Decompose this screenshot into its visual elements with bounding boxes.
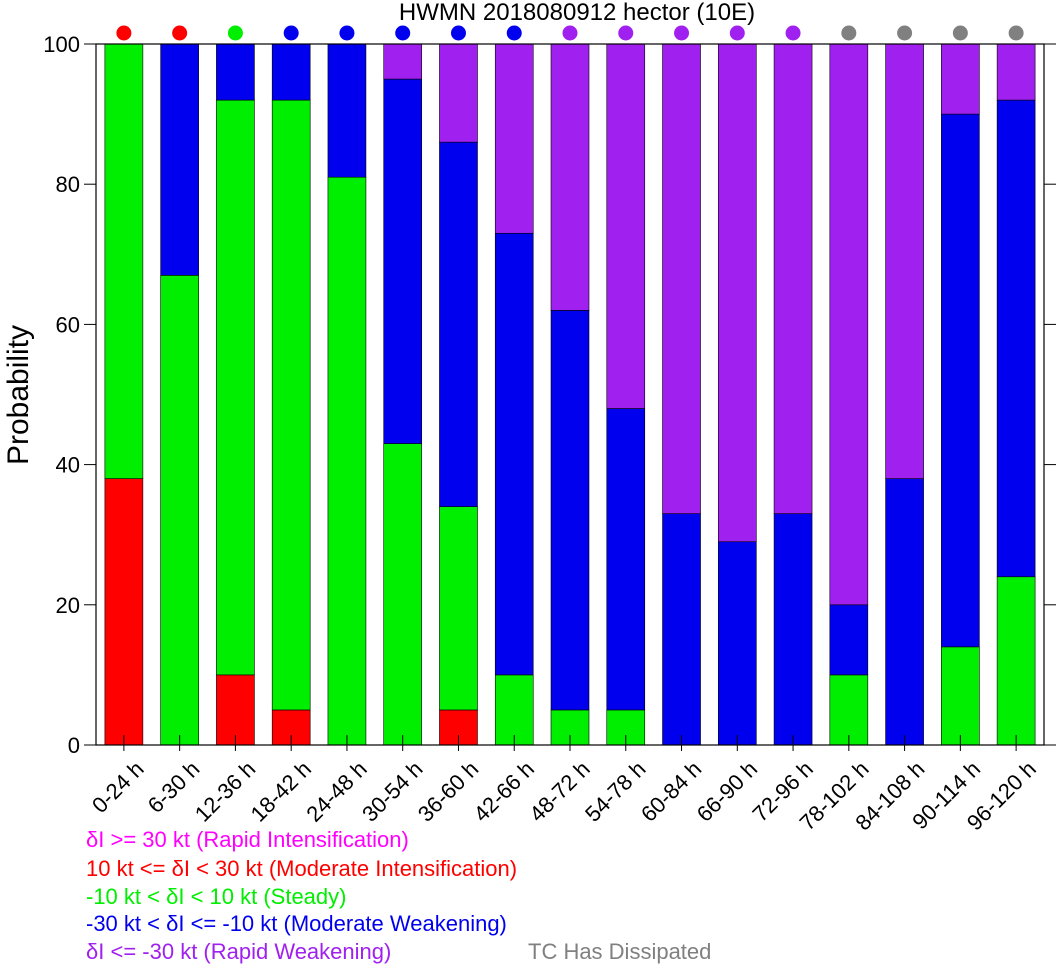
bar-segment-steady [327, 176, 367, 746]
bar-segment-steady [439, 506, 478, 711]
legend-rapid-weakening: δI <= -30 kt (Rapid Weakening) [86, 939, 392, 964]
category-marker-dot [283, 25, 299, 41]
category-marker-dot [339, 25, 355, 41]
category-marker-dot [729, 25, 745, 41]
x-tick-label: 54-78 h [580, 756, 650, 826]
x-tick-label: 0-24 h [87, 756, 149, 818]
bar-segment-moderate-weakening [216, 43, 255, 101]
y-tick-label: 0 [68, 733, 80, 758]
legend-rapid-intensification: δI >= 30 kt (Rapid Intensification) [86, 827, 409, 852]
bar-segment-moderate-weakening [941, 113, 980, 648]
bar-segment-moderate-weakening [383, 78, 423, 444]
bar-segment-rapid-weakening [885, 43, 924, 479]
bar-segment-rapid-weakening [829, 43, 869, 606]
category-marker-dot [785, 25, 801, 41]
bar-segment-steady [941, 646, 980, 746]
category-marker-dot [952, 25, 968, 41]
bar-segment-rapid-weakening [606, 43, 646, 409]
x-tick-label: 42-66 h [469, 756, 539, 826]
bar-segment-rapid-weakening [996, 43, 1036, 101]
bar-segment-steady [216, 99, 255, 676]
bar-segment-moderate-intensification [216, 674, 255, 746]
bar-segment-steady [383, 443, 423, 746]
bar-segment-moderate-weakening [885, 478, 924, 746]
bar-segment-steady [271, 99, 311, 711]
category-marker-dot [506, 25, 522, 41]
bar-segment-steady [160, 275, 199, 746]
bar-segment-moderate-intensification [104, 478, 144, 746]
bar-segment-moderate-weakening [829, 604, 869, 676]
top-markers [116, 25, 1024, 41]
bar-segment-steady [996, 576, 1036, 746]
bar-segment-steady [104, 43, 144, 479]
y-tick-label: 40 [56, 453, 80, 478]
y-axis-label: Probability [2, 325, 35, 465]
x-tick-label: 24-48 h [301, 756, 371, 826]
bar-segment-rapid-weakening [773, 43, 813, 514]
y-tick-label: 100 [43, 32, 80, 57]
x-tick-label: 36-60 h [413, 756, 483, 826]
legend-moderate-weakening: -30 kt < δI <= -10 kt (Moderate Weakenin… [86, 911, 507, 936]
x-tick-label: 60-84 h [636, 756, 706, 826]
bar-segment-moderate-weakening [160, 43, 199, 276]
y-tick-label: 20 [56, 593, 80, 618]
bar-segment-moderate-weakening [271, 43, 311, 101]
bar-segment-steady [494, 674, 534, 746]
x-tick-label: 48-72 h [524, 756, 594, 826]
bar-segment-rapid-weakening [662, 43, 701, 514]
category-marker-dot [674, 25, 690, 41]
bar-segment-rapid-weakening [717, 43, 757, 543]
category-marker-dot [841, 25, 857, 41]
legend-steady: -10 kt < δI < 10 kt (Steady) [86, 884, 347, 909]
legend-moderate-intensification: 10 kt <= δI < 30 kt (Moderate Intensific… [86, 856, 518, 881]
x-tick-label: 30-54 h [357, 756, 427, 826]
bar-segment-moderate-weakening [494, 232, 534, 676]
bar-segment-moderate-weakening [439, 141, 478, 507]
y-tick-label: 60 [56, 312, 80, 337]
category-marker-dot [116, 25, 132, 41]
bar-segment-moderate-weakening [606, 408, 646, 711]
bar-segment-rapid-weakening [383, 43, 423, 80]
bars-layer [104, 43, 1036, 746]
bar-segment-rapid-weakening [550, 43, 590, 311]
category-marker-dot [395, 25, 411, 41]
bar-segment-rapid-weakening [941, 43, 980, 115]
category-marker-dot [172, 25, 188, 41]
bar-segment-rapid-weakening [494, 43, 534, 234]
chart-title: HWMN 2018080912 hector (10E) [399, 0, 755, 26]
bar-segment-moderate-weakening [550, 310, 590, 711]
category-marker-dot [562, 25, 578, 41]
category-marker-dot [227, 25, 243, 41]
bar-segment-moderate-weakening [662, 513, 701, 746]
bar-segment-rapid-weakening [439, 43, 478, 143]
bar-segment-moderate-weakening [773, 513, 813, 746]
category-marker-dot [618, 25, 634, 41]
y-tick-label: 80 [56, 172, 80, 197]
category-marker-dot [897, 25, 913, 41]
bar-segment-moderate-weakening [717, 541, 757, 746]
bar-segment-steady [829, 674, 869, 746]
x-tick-label: 18-42 h [246, 756, 316, 826]
x-tick-label: 66-90 h [692, 756, 762, 826]
bar-segment-moderate-weakening [996, 99, 1036, 578]
x-tick-label: 12-36 h [190, 756, 260, 826]
legend-tc-dissipated: TC Has Dissipated [528, 939, 712, 964]
bar-segment-moderate-weakening [327, 43, 367, 178]
category-marker-dot [1008, 25, 1024, 41]
category-marker-dot [450, 25, 466, 41]
